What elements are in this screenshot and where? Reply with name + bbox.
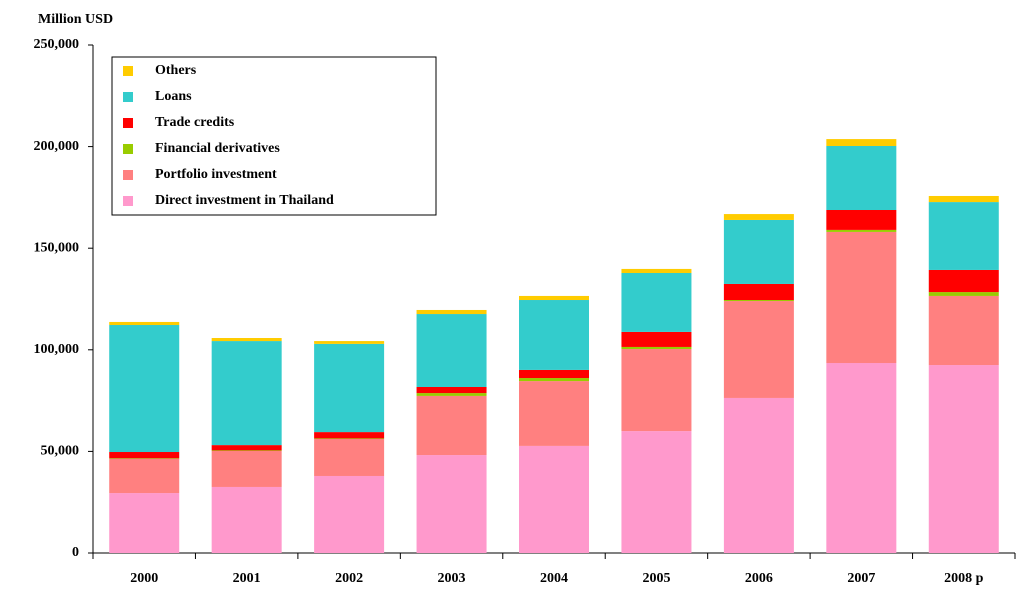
bar-segment: [314, 343, 385, 433]
bar-segment: [416, 395, 487, 456]
bar-segment: [314, 432, 385, 439]
x-tick-label: 2008 p: [944, 571, 984, 586]
bar-segment: [519, 381, 589, 446]
bar-segment: [826, 139, 897, 146]
bar-segment: [519, 295, 589, 301]
y-tick-label: 200,000: [34, 139, 80, 154]
x-tick-label: 2001: [233, 571, 261, 586]
legend-swatch: [123, 170, 133, 180]
bar-segment: [928, 195, 999, 203]
bar-segment: [109, 458, 180, 459]
y-tick-label: 250,000: [34, 37, 80, 52]
bar-segment: [416, 455, 487, 553]
x-tick-label: 2000: [130, 571, 158, 586]
bar-segment: [109, 325, 180, 453]
bar-segment: [621, 431, 692, 553]
bar-segment: [314, 475, 385, 553]
bar-segment: [314, 341, 385, 344]
x-tick-label: 2004: [540, 571, 568, 586]
bar-segment: [211, 450, 282, 451]
y-tick-label: 50,000: [41, 444, 80, 459]
bar-segment: [519, 378, 589, 382]
bar-segment: [211, 445, 282, 451]
y-tick-label: 150,000: [34, 240, 80, 255]
legend-swatch: [123, 118, 133, 128]
bar-segment: [416, 386, 487, 394]
bar-segment: [109, 458, 180, 494]
bar-segment: [826, 363, 897, 553]
bar-segment: [826, 229, 897, 232]
bar-segment: [519, 300, 589, 370]
bar-segment: [519, 369, 589, 379]
bar-segment: [109, 452, 180, 459]
bar-segment: [211, 486, 282, 553]
y-tick-label: 0: [72, 545, 79, 560]
bar-segment: [211, 450, 282, 487]
legend-label: Trade credits: [155, 115, 235, 130]
legend-label: Loans: [155, 89, 192, 104]
bar-segment: [211, 341, 282, 446]
legend-swatch: [123, 196, 133, 206]
x-tick-label: 2002: [335, 571, 363, 586]
legend-label: Direct investment in Thailand: [155, 193, 334, 208]
bar-segment: [416, 309, 487, 315]
bar-segment: [621, 348, 692, 432]
legend-swatch: [123, 92, 133, 102]
bar-segment: [416, 393, 487, 396]
bar-segment: [621, 272, 692, 332]
bar-segment: [826, 231, 897, 364]
legend-swatch: [123, 144, 133, 154]
legend-label: Financial derivatives: [155, 141, 280, 156]
bar-segment: [928, 269, 999, 293]
bar-segment: [826, 209, 897, 230]
legend-label: Portfolio investment: [155, 167, 277, 182]
legend-box: [111, 56, 437, 216]
bar-segment: [723, 214, 794, 220]
bar-segment: [621, 346, 692, 349]
bar-segment: [109, 493, 180, 553]
x-tick-label: 2007: [847, 571, 875, 586]
bar-segment: [723, 301, 794, 398]
bar-segment: [211, 338, 282, 342]
legend-label: Others: [155, 63, 197, 78]
bar-segment: [928, 292, 999, 296]
bar-segment: [519, 445, 589, 553]
x-tick-label: 2006: [745, 571, 773, 586]
bar-segment: [314, 439, 385, 476]
y-tick-label: 100,000: [34, 342, 80, 357]
bar-segment: [416, 314, 487, 387]
bar-segment: [928, 365, 999, 553]
bar-segment: [723, 283, 794, 301]
bar-segment: [723, 397, 794, 553]
bar-segment: [928, 202, 999, 270]
bar-segment: [826, 145, 897, 210]
bar-segment: [109, 321, 180, 326]
bar-segment: [621, 331, 692, 347]
bar-segment: [723, 219, 794, 284]
bar-segment: [723, 300, 794, 302]
bar-segment: [314, 438, 385, 440]
x-tick-label: 2005: [642, 571, 670, 586]
legend-swatch: [123, 66, 133, 76]
y-axis-label: Million USD: [38, 12, 113, 27]
bar-segment: [928, 295, 999, 366]
bar-segment: [621, 268, 692, 273]
x-tick-label: 2003: [438, 571, 466, 586]
